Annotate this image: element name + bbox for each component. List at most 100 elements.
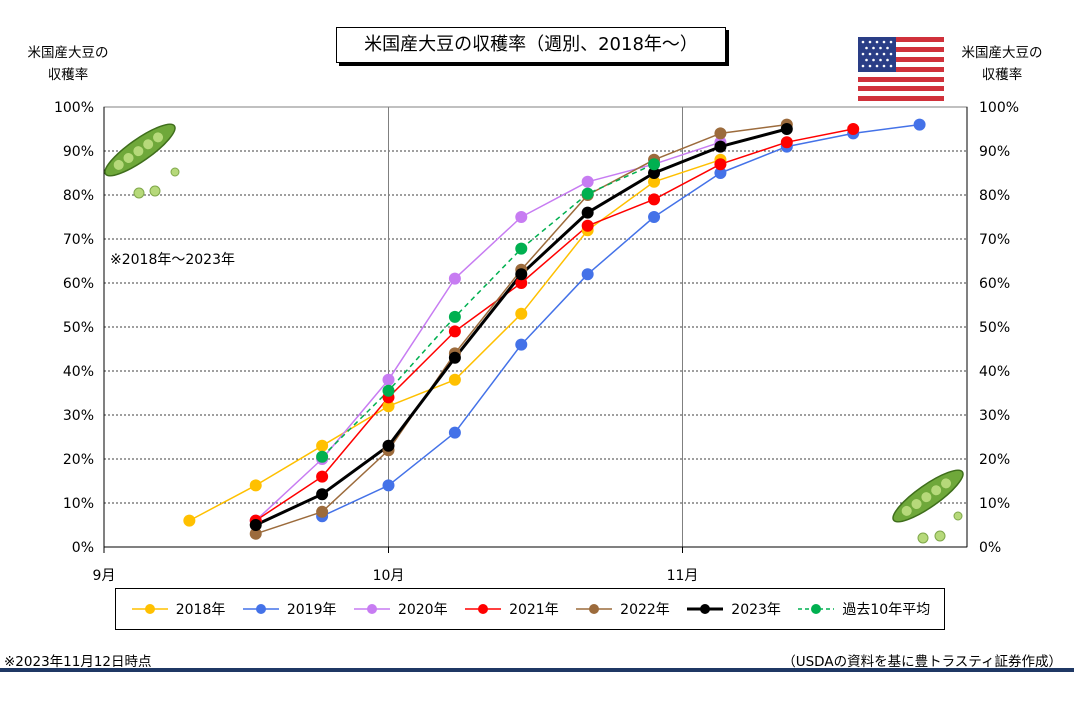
grid-lines (103, 106, 968, 548)
legend-label: 過去10年平均 (842, 602, 931, 618)
legend-item: 2022年 (574, 599, 670, 619)
data-point (448, 373, 461, 386)
footnote-source: （USDAの資料を基に豊トラスティ証券作成） (782, 654, 1062, 670)
data-point (515, 277, 528, 289)
legend-item: 2023年 (685, 599, 781, 619)
y-tick-label-left: 50% (63, 320, 94, 336)
series-line-4 (255, 123, 787, 535)
data-point (382, 373, 395, 386)
data-point (382, 439, 395, 452)
x-tick-label: 9月 (93, 568, 116, 584)
y-axis-label-left-line1: 米国産大豆の (27, 45, 109, 61)
data-point (316, 470, 329, 483)
data-point (714, 158, 727, 171)
y-axis-label-left: 米国産大豆の 収穫率 (13, 42, 123, 86)
y-axis-label-right-line2: 収穫率 (981, 67, 1023, 83)
series-line-3 (255, 128, 854, 522)
data-point (714, 140, 727, 153)
y-tick-label-right: 30% (979, 408, 1010, 424)
data-point (648, 167, 661, 179)
y-tick-label-right: 20% (979, 452, 1010, 468)
data-point (448, 426, 461, 439)
y-tick-label-left: 70% (63, 232, 94, 248)
data-point (316, 505, 329, 518)
data-point (847, 123, 860, 135)
legend-label: 2021年 (509, 602, 559, 618)
y-axis-label-left-line2: 収穫率 (47, 67, 89, 83)
legend-swatch (465, 604, 502, 614)
legend-swatch (353, 604, 390, 614)
data-point (913, 118, 926, 131)
data-point (448, 272, 461, 285)
series-line-1 (321, 123, 920, 517)
legend-label: 2023年 (731, 602, 781, 618)
data-point (648, 158, 661, 171)
y-tick-label-right: 10% (979, 496, 1010, 512)
y-axis-label-right: 米国産大豆の 収穫率 (947, 42, 1057, 86)
legend-label: 2022年 (620, 602, 670, 618)
legend-swatch (242, 604, 279, 614)
y-tick-label-left: 0% (72, 540, 94, 556)
series-markers (183, 118, 926, 540)
legend-item: 2018年 (130, 599, 225, 619)
y-tick-label-right: 50% (979, 320, 1010, 336)
data-point (515, 211, 528, 223)
data-point (316, 488, 329, 501)
legend-swatch (576, 604, 613, 614)
y-tick-label-left: 10% (63, 496, 94, 512)
data-point (581, 268, 594, 281)
legend-item: 2021年 (463, 599, 559, 619)
soybean-pod-icon (104, 123, 176, 177)
y-tick-label-left: 60% (63, 276, 94, 292)
data-point (648, 193, 661, 206)
y-tick-label-right: 0% (979, 540, 1001, 556)
data-point (316, 450, 329, 463)
data-point (515, 338, 528, 351)
data-point (581, 187, 594, 200)
data-point (714, 127, 727, 140)
data-point (780, 123, 793, 135)
data-point (183, 514, 196, 527)
y-tick-label-left: 80% (63, 188, 94, 204)
y-tick-label-right: 40% (979, 364, 1010, 380)
y-tick-label-left: 90% (63, 144, 94, 160)
legend-label: 2020年 (397, 602, 448, 618)
legend-item: 2019年 (241, 599, 336, 619)
data-point (648, 175, 661, 188)
data-point (448, 351, 461, 364)
series-lines (189, 123, 920, 535)
us-flag-icon (858, 37, 944, 101)
y-tick-label-left: 20% (63, 452, 94, 468)
y-tick-label-left: 40% (63, 364, 94, 380)
axes: 0% 0% 10% 10% 20% 20% 30% 30% 40% 40% 50% 50% 60% 60%… (54, 100, 1019, 584)
y-tick-label-left: 30% (63, 408, 94, 424)
data-point (249, 519, 262, 531)
data-point (316, 439, 329, 452)
y-tick-label-right: 60% (979, 276, 1010, 292)
data-point (581, 175, 594, 188)
y-tick-label-left: 100% (54, 100, 94, 116)
y-tick-label-right: 80% (979, 188, 1010, 204)
data-point (382, 384, 395, 397)
data-point (448, 325, 461, 338)
chart-title: 米国産大豆の収穫率（週別、2018年～） (336, 27, 726, 63)
range-note: ※2018年～2023年 (110, 252, 235, 268)
y-tick-label-right: 90% (979, 144, 1010, 160)
data-point (581, 206, 594, 219)
y-tick-label-right: 70% (979, 232, 1010, 248)
y-tick-label-right: 100% (979, 100, 1019, 116)
data-point (515, 268, 528, 281)
legend: 2018年 2019年 2020年 2021年 2022年 2023年 過去10年平均 (115, 588, 945, 630)
legend-item: 2020年 (352, 599, 448, 619)
legend-item: 過去10年平均 (796, 599, 930, 619)
data-point (249, 479, 262, 492)
y-axis-label-right-line1: 米国産大豆の (961, 45, 1043, 61)
legend-swatch (798, 604, 835, 614)
data-point (648, 211, 661, 223)
series-line-2 (255, 141, 721, 522)
data-point (515, 242, 528, 255)
legend-swatch (687, 604, 724, 614)
soybean-pod-icons (104, 123, 964, 544)
data-point (382, 400, 395, 413)
data-point (382, 479, 395, 492)
